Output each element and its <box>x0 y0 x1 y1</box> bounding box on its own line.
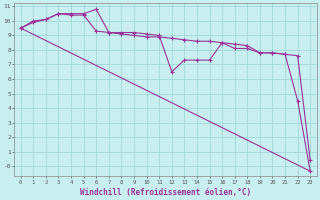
X-axis label: Windchill (Refroidissement éolien,°C): Windchill (Refroidissement éolien,°C) <box>80 188 251 197</box>
